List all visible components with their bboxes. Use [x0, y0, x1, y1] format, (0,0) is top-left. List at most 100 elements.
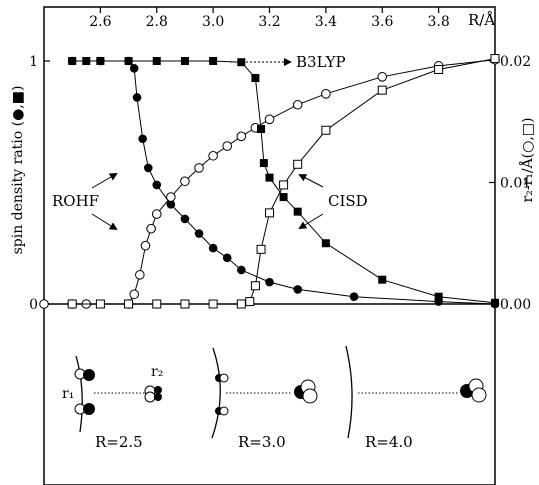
data-point [68, 57, 76, 65]
data-point [125, 57, 133, 65]
data-point [280, 181, 288, 189]
data-point [378, 276, 386, 284]
y-right-tick-label: 0.02 [500, 54, 531, 70]
data-point [260, 159, 268, 167]
data-point [322, 126, 330, 134]
data-point [181, 215, 190, 224]
series-layer [40, 55, 500, 309]
data-point [141, 241, 150, 250]
rohf-arrow-up [92, 174, 116, 188]
data-point [237, 300, 245, 308]
cluster-arc-r30 [212, 348, 220, 438]
atom-filled [83, 369, 95, 381]
x-tick-label: 3.8 [427, 14, 449, 30]
r1-label: r₁ [62, 386, 74, 402]
data-point [209, 300, 217, 308]
plot-frame [44, 7, 495, 485]
x-tick-label: 3.0 [202, 14, 224, 30]
data-point [246, 298, 254, 306]
data-point [133, 93, 142, 102]
cisd-arrow-down [300, 214, 323, 228]
atom-open [220, 374, 228, 382]
data-point [223, 254, 232, 263]
data-point [181, 57, 189, 65]
cluster-arc-r40 [346, 346, 352, 438]
data-point [251, 282, 259, 290]
series-rohf_r [40, 55, 500, 308]
y-right-axis-label: r₂-r₁/Å(○,□) [518, 118, 536, 203]
data-point [294, 208, 302, 216]
y-left-axis-label: spin density ratio (●,■) [10, 86, 26, 255]
data-point [293, 285, 302, 294]
data-point [257, 125, 265, 133]
data-point [152, 210, 161, 219]
atom-open [145, 392, 155, 402]
data-point [435, 293, 443, 301]
data-point [223, 142, 232, 151]
x-tick-label: 3.2 [258, 14, 280, 30]
data-point [322, 239, 330, 247]
rohf-annotation: ROHF [52, 192, 99, 210]
geometry-r30: R=3.0 [212, 348, 317, 451]
data-point [195, 229, 204, 238]
data-point [152, 181, 161, 190]
y-left-tick-label: 1 [29, 54, 38, 70]
data-point [322, 90, 331, 99]
data-point [265, 115, 274, 124]
data-point [491, 55, 499, 63]
atom-open [472, 388, 486, 402]
y-right-tick-label: 0.00 [500, 297, 531, 313]
r2-label: r₂ [151, 364, 163, 380]
b3lyp-annotation: B3LYP [296, 53, 346, 71]
rohf-arrow-down [92, 214, 116, 229]
geometry-r40: R=4.0 [346, 346, 486, 451]
data-point [125, 300, 133, 308]
x-tick-label: 3.4 [315, 14, 337, 30]
cluster-arc-r25 [76, 356, 82, 432]
data-point [350, 292, 359, 301]
data-point [40, 300, 49, 309]
cisd-arrow-up [300, 175, 323, 187]
atom-open [220, 407, 228, 415]
geometry-inset: r₁ r₂ R=2.5 R=3.0 [62, 346, 486, 451]
data-point [266, 209, 274, 217]
atom-open [303, 389, 317, 403]
data-point [257, 245, 265, 253]
data-point [209, 57, 217, 65]
data-point [293, 100, 302, 109]
data-point [181, 177, 190, 186]
data-point [294, 160, 302, 168]
data-point [68, 300, 76, 308]
atom-filled [154, 386, 162, 394]
geometry-label-r30: R=3.0 [238, 433, 286, 451]
x-axis-label: R/Å [468, 11, 495, 29]
series-cisd_r [68, 55, 499, 308]
x-tick-label: 2.8 [146, 14, 168, 30]
data-point [195, 164, 204, 173]
series-line-rohf_r [44, 60, 495, 304]
data-point [280, 193, 288, 201]
data-point [130, 290, 139, 299]
data-point [209, 151, 218, 160]
data-point [491, 299, 499, 307]
data-point [136, 271, 145, 280]
data-point [181, 300, 189, 308]
data-point [378, 72, 387, 81]
x-tick-label: 3.6 [371, 14, 393, 30]
data-point [138, 134, 147, 143]
data-point [153, 57, 161, 65]
data-point [147, 224, 156, 233]
geometry-r25: r₁ r₂ R=2.5 [62, 356, 163, 451]
data-point [144, 164, 153, 173]
data-point [209, 244, 218, 253]
data-point [237, 266, 246, 275]
data-point [435, 66, 443, 74]
data-point [130, 64, 139, 73]
data-point [167, 193, 176, 202]
atom-filled [83, 403, 95, 415]
y-left-tick-label: 0 [29, 297, 38, 313]
data-point [153, 300, 161, 308]
data-point [265, 278, 274, 287]
x-tick-label: 2.6 [89, 14, 111, 30]
